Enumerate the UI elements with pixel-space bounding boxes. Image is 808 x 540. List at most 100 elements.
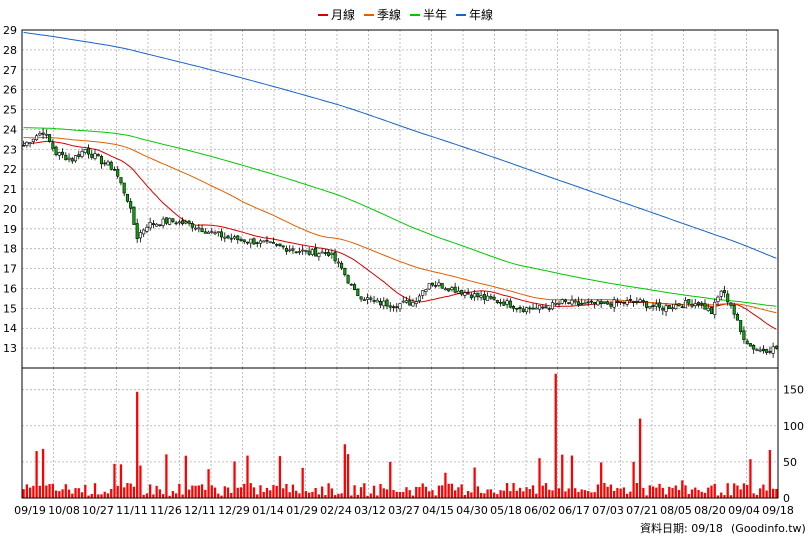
candle-body (479, 295, 483, 298)
volume-bar (327, 483, 330, 498)
candle-body (739, 320, 743, 333)
moving-average-lines (23, 32, 777, 330)
volume-bar (567, 488, 570, 498)
volume-bar (113, 463, 116, 498)
candle-body (612, 299, 616, 308)
candle-body (194, 227, 198, 230)
volume-bar (460, 484, 463, 498)
volume-bar (291, 484, 295, 498)
candle-body (239, 239, 243, 241)
candle-body (716, 296, 720, 302)
date-tick-label: 12/11 (184, 504, 216, 517)
candle-body (709, 307, 714, 314)
candle-body (317, 253, 321, 257)
candle-body (583, 302, 587, 305)
volume-bar (577, 491, 580, 498)
volume-bar (408, 490, 411, 498)
candle-body (148, 222, 152, 229)
candle-body (768, 351, 772, 353)
volume-bar (58, 491, 61, 498)
candle-body (151, 223, 155, 226)
price-tick-label: 15 (3, 302, 17, 315)
candle-body (359, 296, 363, 300)
candle-body (203, 231, 207, 234)
volume-tick-label: 0 (783, 492, 790, 505)
candle-body (232, 236, 237, 239)
volume-bar (353, 485, 356, 498)
volume-bar (223, 486, 226, 498)
volume-bar (454, 490, 457, 498)
volume-bar (531, 485, 535, 498)
volume-bar (220, 495, 223, 498)
candle-body (245, 241, 250, 244)
volume-bar (25, 484, 29, 498)
volume-bar (729, 495, 733, 498)
volume-bar (97, 494, 100, 498)
volume-bar (561, 454, 564, 498)
volume-bar (184, 455, 187, 498)
volume-bar (428, 491, 431, 498)
candle-body (745, 340, 749, 345)
price-tick-label: 25 (3, 104, 17, 117)
candle-body (755, 349, 759, 351)
candle-body (499, 301, 503, 304)
volume-bar (139, 465, 142, 498)
volume-bar (256, 494, 259, 498)
candle-body (391, 306, 396, 308)
volume-bar (625, 493, 629, 498)
candle-body (249, 238, 253, 244)
volume-bar (77, 488, 80, 498)
date-tick-label: 03/27 (388, 504, 420, 517)
candle-body (122, 182, 126, 194)
volume-bar (385, 489, 389, 498)
volume-bar (343, 444, 346, 498)
volume-bar (282, 488, 285, 498)
date-tick-label: 11/26 (150, 504, 182, 517)
candle-body (320, 251, 324, 254)
volume-bar (570, 455, 574, 498)
candle-body (109, 161, 113, 170)
candle-body (35, 135, 39, 141)
candle-body (278, 243, 282, 247)
candle-body (469, 294, 473, 299)
candle-body (693, 303, 697, 306)
volume-bar (398, 491, 402, 498)
volume-bar (28, 487, 32, 498)
price-tick-label: 14 (3, 322, 17, 335)
candle-body (651, 304, 655, 307)
volume-bar (87, 495, 90, 498)
volume-bar (447, 483, 450, 498)
volume-bar (739, 489, 742, 498)
candle-body (93, 153, 97, 159)
candle-body (184, 221, 188, 224)
volume-bar (116, 485, 119, 498)
volume-bar (765, 490, 768, 498)
candle-body (307, 250, 311, 255)
candle-body (340, 262, 344, 269)
volume-bar (450, 483, 454, 498)
date-tick-label: 09/18 (762, 504, 794, 517)
candle-body (424, 289, 428, 292)
candle-body (528, 307, 532, 310)
candle-body (372, 300, 376, 302)
date-tick-label: 03/12 (354, 504, 386, 517)
date-tick-label: 01/14 (252, 504, 284, 517)
volume-bar (544, 483, 548, 498)
volume-bar (499, 490, 502, 498)
volume-bar (479, 492, 483, 498)
volume-bar (574, 488, 577, 498)
volume-bar (522, 491, 525, 498)
candle-body (327, 251, 331, 256)
volume-bar (272, 485, 275, 498)
candle-body (25, 141, 29, 146)
volume-bar (489, 489, 492, 498)
date-tick-label: 08/20 (694, 504, 726, 517)
volume-bar (207, 469, 210, 498)
volume-bar (359, 487, 363, 498)
candle-body (726, 293, 730, 303)
volume-bar (638, 418, 642, 498)
volume-bar (80, 492, 84, 498)
candle-body (129, 201, 133, 209)
date-tick-label: 04/30 (456, 504, 488, 517)
candle-body (132, 206, 136, 225)
